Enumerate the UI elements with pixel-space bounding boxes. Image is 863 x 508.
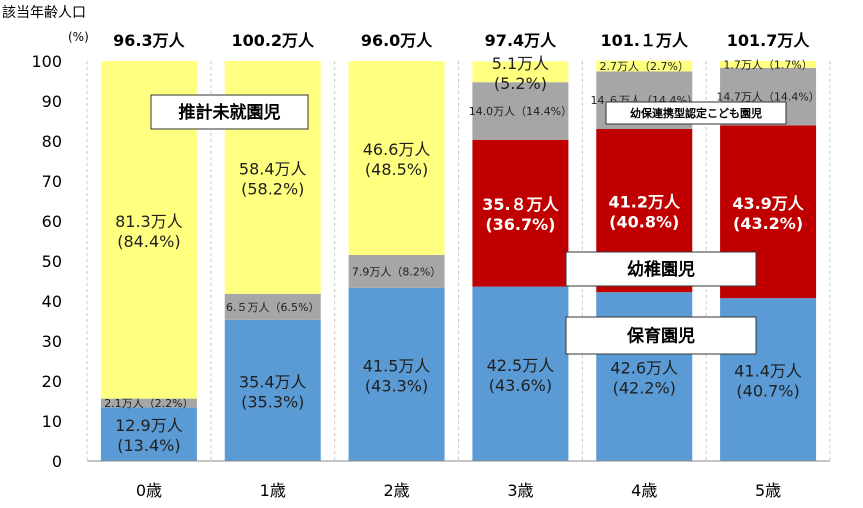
legend-box-3 <box>605 101 787 125</box>
total-label: 96.0万人 <box>361 31 433 50</box>
bar-segment-0-3 <box>472 286 569 461</box>
y-tick-label: 50 <box>42 252 62 271</box>
data-label: 42.5万人 <box>487 356 555 375</box>
data-label: 58.4万人 <box>239 159 307 178</box>
bar-segment-3-2 <box>348 61 445 255</box>
x-tick-label: 1歳 <box>260 481 286 500</box>
legend-label: 幼保連携型認定こども園児 <box>630 106 762 120</box>
data-label: 6.５万人（6.5%） <box>226 301 319 314</box>
data-label: (43.2%) <box>733 214 803 233</box>
y-tick-label: 10 <box>42 412 62 431</box>
data-label: 35.4万人 <box>239 372 307 391</box>
data-label: (40.8%) <box>609 213 679 232</box>
bar-segment-0-2 <box>348 287 445 461</box>
bar-segment-2-3 <box>472 82 569 140</box>
data-label: 41.5万人 <box>363 356 431 375</box>
data-label: 2.1万人（2.2%） <box>104 397 193 410</box>
legend-box-0 <box>150 94 309 130</box>
legend-label: 保育園児 <box>626 326 695 347</box>
bar-segment-3-5 <box>720 61 817 68</box>
data-label: (84.4%) <box>117 232 180 251</box>
y-axis-unit: (%) <box>68 30 89 44</box>
y-tick-label: 90 <box>42 92 62 111</box>
x-tick-label: 2歳 <box>383 481 409 500</box>
data-label: (13.4%) <box>117 436 180 455</box>
bar-segment-2-2 <box>348 255 445 288</box>
data-label: 14.7万人（14.4%） <box>716 91 819 104</box>
legend-box-1 <box>565 251 757 287</box>
y-tick-label: 100 <box>31 52 62 71</box>
data-label: 42.6万人 <box>610 359 678 378</box>
data-label: (36.7%) <box>485 215 555 234</box>
data-label: 35.８万人 <box>482 195 559 214</box>
y-tick-label: 40 <box>42 292 62 311</box>
bar-segment-2-0 <box>100 398 197 408</box>
data-label: 14.0万人（14.4%） <box>469 105 572 118</box>
data-label: 5.1万人 <box>492 54 549 73</box>
y-tick-label: 30 <box>42 332 62 351</box>
bar-segment-0-1 <box>224 319 321 461</box>
legend-box-2 <box>565 316 757 355</box>
data-label: (5.2%) <box>494 74 547 93</box>
data-label: 41.2万人 <box>609 193 681 212</box>
y-tick-label: 0 <box>52 452 62 471</box>
data-label: (43.6%) <box>489 376 552 395</box>
total-label: 101.１万人 <box>601 31 689 50</box>
x-tick-label: 4歳 <box>631 481 657 500</box>
total-label: 96.3万人 <box>113 31 185 50</box>
bar-segment-3-4 <box>596 60 693 72</box>
x-tick-label: 5歳 <box>755 481 781 500</box>
bar-segment-0-0 <box>100 407 197 461</box>
data-label: (58.2%) <box>241 179 304 198</box>
y-tick-label: 70 <box>42 172 62 191</box>
data-label: (48.5%) <box>365 160 428 179</box>
y-axis-title: 該当年齢人口 <box>2 5 86 21</box>
data-label: (35.3%) <box>241 392 304 411</box>
legend-label: 幼稚園児 <box>627 259 695 280</box>
data-label: 7.9万人（8.2%） <box>352 265 441 278</box>
data-label: 2.7万人（2.7%） <box>600 60 689 73</box>
total-label: 97.4万人 <box>485 31 557 50</box>
data-label: 46.6万人 <box>363 140 431 159</box>
total-label: 100.2万人 <box>231 31 315 50</box>
y-tick-label: 80 <box>42 132 62 151</box>
data-label: 43.9万人 <box>732 194 804 213</box>
bar-segment-1-3 <box>472 139 569 287</box>
y-tick-label: 60 <box>42 212 62 231</box>
x-tick-label: 3歳 <box>507 481 533 500</box>
data-label: 41.4万人 <box>734 362 802 381</box>
legend-label: 推計未就園児 <box>179 102 281 123</box>
total-label: 101.7万人 <box>727 31 811 50</box>
data-label: (42.2%) <box>613 379 676 398</box>
data-label: (40.7%) <box>736 382 799 401</box>
data-label: (43.3%) <box>365 376 428 395</box>
bar-segment-2-1 <box>224 293 321 320</box>
data-label: 81.3万人 <box>115 212 183 231</box>
x-tick-label: 0歳 <box>136 481 162 500</box>
data-label: 12.9万人 <box>115 416 183 435</box>
data-label: 1.7万人（1.7%） <box>723 58 812 71</box>
bar-segment-3-3 <box>472 61 569 83</box>
y-tick-label: 20 <box>42 372 62 391</box>
